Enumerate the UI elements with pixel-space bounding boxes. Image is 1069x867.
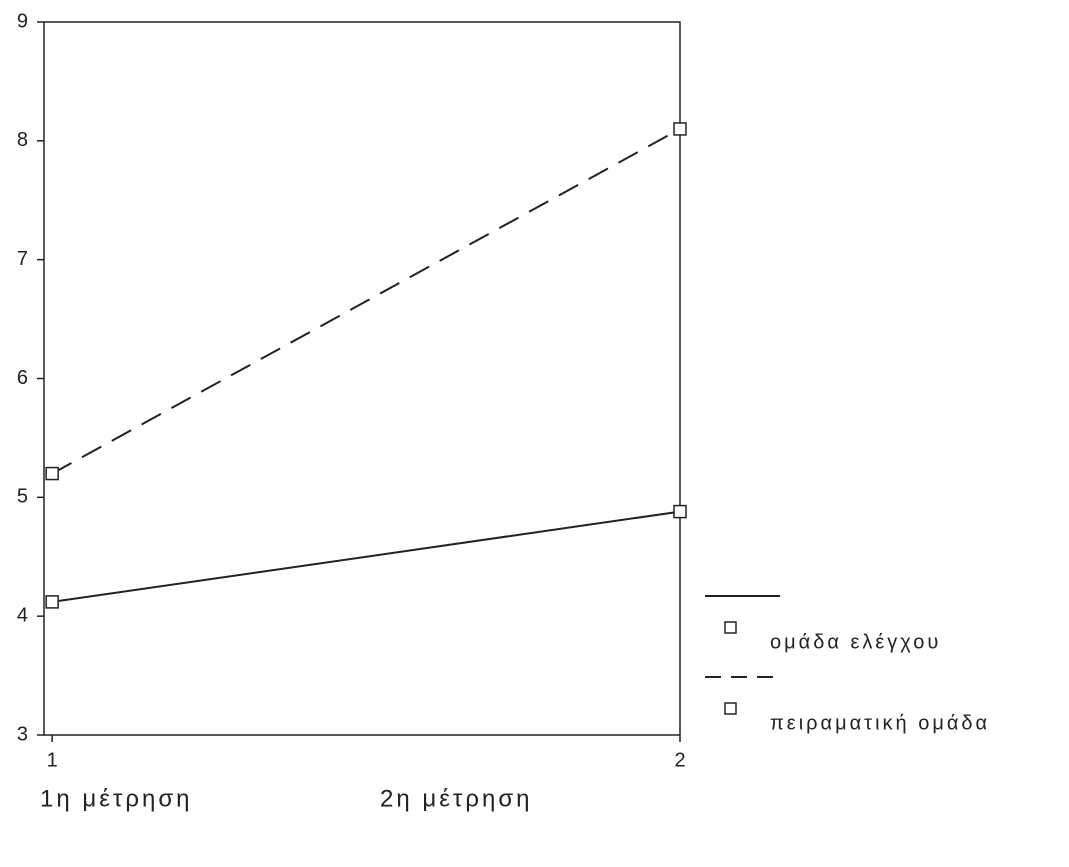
y-tick-label: 9	[17, 10, 28, 32]
x-tick-label: 1	[47, 749, 58, 771]
y-tick-label: 4	[17, 604, 28, 626]
series-line	[51, 128, 681, 475]
plot-frame	[43, 21, 681, 736]
y-tick-label: 5	[17, 486, 28, 508]
marker	[45, 595, 59, 609]
y-tick-label: 6	[17, 367, 28, 389]
legend-label: πειραματική ομάδα	[770, 712, 990, 734]
x-annotation: 1η μέτρηση	[40, 785, 193, 812]
y-tick-label: 8	[17, 129, 28, 151]
legend-marker	[724, 702, 737, 715]
legend-label: ομάδα ελέγχου	[770, 631, 941, 653]
y-tick-label: 7	[17, 248, 28, 270]
series-line	[52, 510, 681, 603]
x-annotation: 2η μέτρηση	[380, 785, 533, 812]
marker	[45, 466, 59, 481]
marker	[673, 122, 687, 136]
y-tick-label: 3	[17, 723, 28, 745]
legend-marker	[724, 621, 737, 634]
marker	[673, 504, 687, 519]
x-tick-label: 2	[674, 749, 685, 771]
